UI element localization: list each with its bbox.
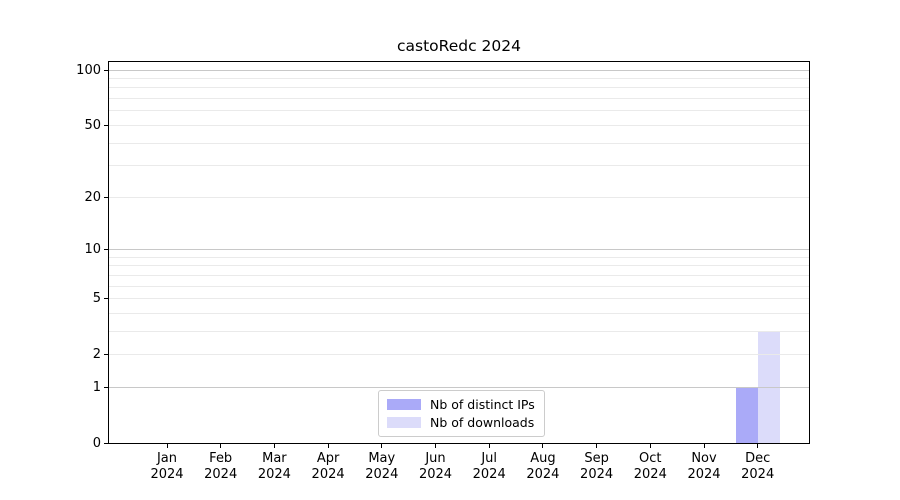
x-tick-mark [273, 443, 275, 448]
y-tick-label: 10 [84, 241, 101, 257]
gridline-minor [109, 142, 809, 144]
chart-title: castoRedc 2024 [397, 37, 521, 55]
gridline-minor [109, 124, 809, 126]
y-tick-mark [104, 124, 108, 126]
legend-swatch [387, 399, 421, 410]
y-tick-mark [104, 386, 108, 388]
x-tick-mark [649, 443, 651, 448]
x-tick-mark [435, 443, 436, 448]
gridline-minor [109, 196, 809, 198]
legend: Nb of distinct IPs Nb of downloads [378, 390, 545, 437]
x-tick-mark [327, 443, 329, 448]
x-tick-label: Nov 2024 [687, 451, 721, 482]
y-tick-label: 5 [92, 291, 101, 307]
y-tick-mark [104, 354, 108, 356]
gridline-major [109, 248, 809, 250]
gridline-minor [109, 78, 809, 80]
x-tick-label: Sep 2024 [580, 451, 614, 482]
y-tick-label: 2 [92, 347, 101, 363]
legend-item: Nb of downloads [387, 415, 538, 430]
bar-nb-of-distinct-ips [735, 387, 758, 444]
x-tick-mark [703, 443, 705, 448]
gridline-minor [109, 298, 809, 300]
gridline-minor [109, 274, 809, 276]
x-tick-label: May 2024 [365, 451, 399, 482]
y-tick-label: 1 [92, 379, 101, 395]
legend-swatch [387, 417, 421, 428]
x-tick-mark [488, 443, 490, 448]
x-tick-mark [542, 443, 544, 448]
gridline-minor [109, 330, 809, 332]
gridline-minor [109, 256, 809, 258]
x-tick-mark [757, 443, 759, 448]
gridline-minor [109, 285, 809, 287]
gridline-major [109, 386, 809, 388]
gridline-major [109, 69, 809, 71]
x-tick-label: Jul 2024 [472, 451, 506, 482]
x-tick-mark [166, 443, 168, 448]
x-tick-label: Dec 2024 [741, 451, 775, 482]
x-tick-label: Mar 2024 [257, 451, 291, 482]
y-tick-mark [104, 196, 108, 198]
y-tick-mark [104, 248, 108, 250]
gridline-minor [109, 165, 809, 167]
gridline-minor [109, 354, 809, 356]
x-tick-label: Aug 2024 [526, 451, 560, 482]
y-tick-label: 0 [92, 436, 101, 451]
y-tick-label: 20 [84, 189, 101, 205]
x-tick-label: Feb 2024 [204, 451, 238, 482]
legend-item: Nb of distinct IPs [387, 397, 538, 412]
x-tick-label: Jan 2024 [150, 451, 184, 482]
y-tick-mark [104, 69, 108, 71]
plot-area [108, 61, 810, 444]
x-tick-label: Jun 2024 [418, 451, 453, 482]
legend-label: Nb of distinct IPs [430, 397, 535, 412]
x-tick-label: Apr 2024 [311, 451, 345, 482]
gridline-minor [109, 110, 809, 112]
gridline-minor [109, 312, 809, 314]
y-tick-mark [104, 298, 108, 300]
gridline-minor [109, 98, 809, 100]
gridline-minor [109, 87, 809, 89]
y-tick-label: 100 [76, 62, 101, 78]
x-tick-label: Oct 2024 [633, 451, 667, 482]
legend-label: Nb of downloads [430, 415, 535, 430]
x-tick-mark [381, 443, 383, 448]
y-tick-label: 50 [84, 117, 101, 133]
gridline-minor [109, 265, 809, 267]
x-tick-mark [220, 443, 222, 448]
y-tick-mark [104, 443, 108, 444]
x-tick-mark [596, 443, 598, 448]
